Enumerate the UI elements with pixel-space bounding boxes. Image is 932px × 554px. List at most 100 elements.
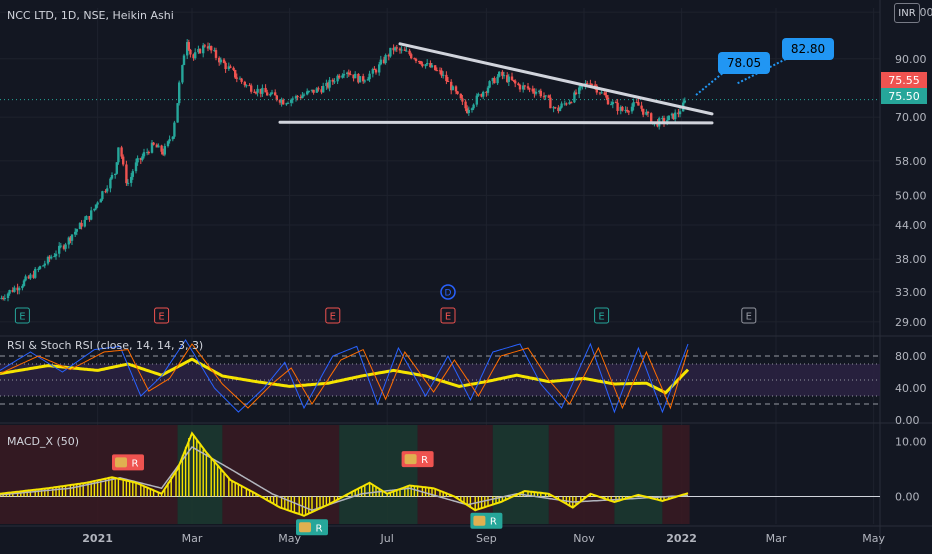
candle-body xyxy=(214,50,218,58)
callout-box[interactable] xyxy=(782,38,834,60)
currency-button[interactable]: INR xyxy=(894,3,920,23)
candle-body xyxy=(371,68,374,74)
candle-body xyxy=(421,63,424,67)
candle-body xyxy=(53,256,56,258)
candle-body xyxy=(619,106,622,111)
animal-icon xyxy=(473,515,486,526)
candle-body xyxy=(674,112,677,120)
earnings-marker[interactable] xyxy=(154,307,170,324)
candle-body xyxy=(683,100,686,103)
candle-body xyxy=(522,85,525,90)
candle-body xyxy=(331,79,334,82)
candle-body xyxy=(122,156,125,165)
candle-body xyxy=(234,70,237,78)
candle-body xyxy=(627,111,630,113)
candle-body xyxy=(315,88,318,93)
earnings-marker-label: E xyxy=(19,312,25,323)
callout-box[interactable] xyxy=(718,52,770,74)
candle-body xyxy=(160,145,163,152)
candle-body xyxy=(435,70,438,72)
candle-body xyxy=(240,78,243,82)
time-axis-tick: 2021 xyxy=(82,532,113,545)
candle-body xyxy=(506,75,509,82)
candle-body xyxy=(464,101,467,109)
animal-icon xyxy=(115,457,127,468)
candle-body xyxy=(621,106,624,111)
candle-body xyxy=(493,78,496,84)
callout-label: 78.05 xyxy=(727,56,761,70)
earnings-marker-label: E xyxy=(330,312,336,323)
earnings-marker[interactable] xyxy=(14,307,30,324)
candle-body xyxy=(275,95,278,101)
candle-body xyxy=(403,49,406,51)
stoch_k-line xyxy=(0,339,689,414)
candle-body xyxy=(280,99,283,103)
earnings-marker[interactable] xyxy=(440,307,456,324)
trendline-lower[interactable] xyxy=(278,120,714,125)
earnings-marker[interactable] xyxy=(594,307,610,324)
candle-body xyxy=(408,50,411,55)
candle-body xyxy=(547,95,550,98)
candle-body xyxy=(672,113,675,120)
candle-body xyxy=(338,75,341,78)
rsi-pane[interactable] xyxy=(0,339,880,414)
candle-body xyxy=(531,88,534,92)
candle-body xyxy=(670,113,674,116)
candle-body xyxy=(74,231,77,235)
candle-body xyxy=(395,47,398,49)
candle-body xyxy=(646,111,650,114)
candle-body xyxy=(16,287,19,291)
candle-body xyxy=(507,76,510,82)
earnings-marker[interactable] xyxy=(741,307,757,324)
candle-body xyxy=(450,81,453,91)
candle-body xyxy=(264,87,267,93)
candle-body xyxy=(398,48,402,51)
candle-body xyxy=(13,287,16,292)
candle-body xyxy=(347,72,350,75)
candle-body xyxy=(430,65,434,68)
price-pane[interactable] xyxy=(0,39,880,302)
candle-body xyxy=(502,75,506,77)
candle-body xyxy=(419,61,422,64)
candle-body xyxy=(389,47,392,57)
time-axis-tick: 2022 xyxy=(666,532,697,545)
candle-body xyxy=(224,62,227,70)
candle-body xyxy=(152,142,155,145)
candle-body xyxy=(470,108,474,110)
candle-body xyxy=(126,182,130,184)
earnings-marker[interactable] xyxy=(325,307,341,324)
candle-body xyxy=(477,94,480,96)
candle-body xyxy=(109,178,112,189)
price-axis-tick: 44.00 xyxy=(895,219,927,232)
price-axis-tick: 29.00 xyxy=(895,316,927,329)
candle-body xyxy=(269,93,272,96)
macd-pane[interactable] xyxy=(0,425,880,524)
candle-body xyxy=(568,102,571,105)
candle-body xyxy=(115,162,118,174)
candle-body xyxy=(382,59,386,64)
macd-background-band xyxy=(614,425,663,524)
dividend-marker[interactable] xyxy=(440,284,456,300)
candle-body xyxy=(528,88,531,90)
animal-icon xyxy=(299,522,311,533)
price-tag-label: 75.50 xyxy=(888,90,920,103)
trendline-upper[interactable] xyxy=(398,42,714,116)
candle-body xyxy=(645,111,648,115)
candle-body xyxy=(362,76,365,82)
candle-body xyxy=(101,191,104,200)
rsi-pane-title: RSI & Stoch RSI (close, 14, 14, 3, 3) xyxy=(7,339,203,352)
candle-body xyxy=(637,102,640,106)
candle-body xyxy=(624,109,627,111)
candle-body xyxy=(125,164,128,184)
candle-body xyxy=(296,96,299,98)
candle-body xyxy=(70,234,74,241)
macd-line xyxy=(0,431,689,517)
candle-body xyxy=(93,208,96,211)
macd-background-band xyxy=(339,425,418,524)
candle-body xyxy=(229,66,232,68)
candle-body xyxy=(563,103,566,105)
callout-pointer xyxy=(695,71,725,96)
candle-body xyxy=(168,139,171,142)
